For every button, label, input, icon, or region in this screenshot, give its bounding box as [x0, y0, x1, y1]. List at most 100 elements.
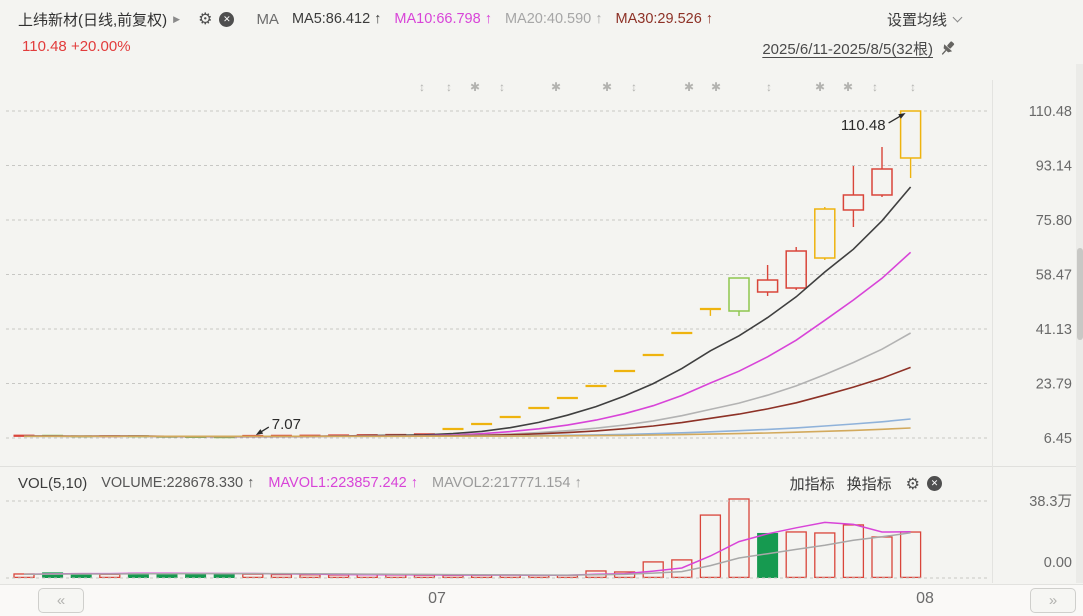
- vol-indicator-label: VOL(5,10): [18, 474, 88, 492]
- pan-left-button[interactable]: «: [38, 588, 84, 613]
- high-price-annotation: 110.48: [841, 117, 886, 134]
- ma-line-MA30: [24, 366, 911, 438]
- ma-settings-label: 设置均线: [886, 12, 947, 29]
- ma20-value: MA20:40.590 ↑: [504, 11, 603, 27]
- mavol2-value: MAVOL2:217771.154 ↑: [432, 475, 582, 491]
- vertical-scrollbar[interactable]: [1076, 64, 1083, 583]
- chevron-down-icon: [952, 12, 963, 23]
- star-event-marker-icon[interactable]: ✱: [550, 80, 562, 94]
- updown-event-marker-icon[interactable]: ↕: [446, 80, 452, 94]
- volume-bar[interactable]: [327, 574, 350, 579]
- candle[interactable]: [785, 250, 807, 289]
- volume-bar[interactable]: [814, 532, 836, 579]
- price-axis-tick: 93.14: [1036, 159, 1072, 175]
- pin-icon[interactable]: [938, 39, 957, 58]
- volume-axis-tick: 0.00: [1044, 555, 1072, 571]
- star-event-marker-icon[interactable]: ✱: [683, 80, 695, 94]
- star-event-marker-icon[interactable]: ✱: [814, 80, 826, 94]
- axis-separator: [992, 80, 993, 583]
- volume-settings-gear-icon[interactable]: ⚙: [905, 475, 920, 493]
- mavol-line-MAVOL2: [23, 532, 911, 576]
- chart-header: 上纬新材(日线,前复权) ▶ ⚙ ✕ MA MA5:86.412 ↑ MA10:…: [18, 8, 713, 30]
- ma30-value: MA30:29.526 ↑: [615, 11, 714, 27]
- updown-event-marker-icon[interactable]: ↕: [631, 80, 637, 94]
- updown-event-marker-icon[interactable]: ↕: [910, 80, 916, 94]
- annotation-arrow: [888, 115, 901, 124]
- price-change-readout: 110.48 +20.00%: [22, 38, 131, 58]
- volume-controls: 加指标 换指标 ⚙ ✕: [778, 473, 942, 494]
- volume-bar[interactable]: [156, 573, 178, 578]
- volume-bar[interactable]: [127, 572, 149, 578]
- volume-value: VOLUME:228678.330 ↑: [101, 475, 255, 491]
- price-axis-tick: 75.80: [1036, 213, 1072, 229]
- ma5-value: MA5:86.412 ↑: [291, 11, 382, 27]
- volume-bar[interactable]: [728, 498, 750, 579]
- updown-event-marker-icon[interactable]: ↕: [766, 80, 772, 94]
- switch-indicator-button[interactable]: 换指标: [846, 476, 892, 493]
- annotation-arrowhead: [898, 113, 906, 119]
- last-price: 110.48: [22, 38, 67, 55]
- updown-event-marker-icon[interactable]: ↕: [419, 80, 425, 94]
- price-axis-tick: 110.48: [1029, 104, 1072, 120]
- star-event-marker-icon[interactable]: ✱: [842, 80, 854, 94]
- mavol1-value: MAVOL1:223857.242 ↑: [268, 475, 419, 491]
- time-axis-bar: « » 07 08: [0, 584, 1083, 616]
- main-chart-canvas[interactable]: 110.48 93.14 75.80 58.47 41.13 23.79 6.45 7.07 1…: [0, 80, 1083, 466]
- candle[interactable]: [756, 279, 779, 293]
- ma-line-MA20: [24, 332, 911, 438]
- volume-bar[interactable]: [42, 572, 64, 578]
- candle[interactable]: [728, 277, 750, 312]
- volume-bar[interactable]: [185, 573, 207, 578]
- month-label-08: 08: [916, 590, 934, 607]
- star-event-marker-icon[interactable]: ✱: [469, 80, 481, 94]
- ma-settings-button[interactable]: 设置均线: [886, 9, 963, 30]
- indicator-close-icon[interactable]: ✕: [219, 11, 235, 27]
- star-event-marker-icon[interactable]: ✱: [710, 80, 722, 94]
- scrollbar-thumb[interactable]: [1076, 248, 1083, 340]
- volume-bar[interactable]: [99, 573, 121, 579]
- candle[interactable]: [814, 208, 836, 259]
- volume-close-icon[interactable]: ✕: [927, 476, 942, 491]
- updown-event-marker-icon[interactable]: ↕: [499, 80, 505, 94]
- pan-right-button[interactable]: »: [1030, 588, 1076, 613]
- volume-axis-tick: 38.3万: [1029, 494, 1072, 510]
- indicator-settings-gear-icon[interactable]: ⚙: [198, 11, 213, 28]
- candle[interactable]: [899, 110, 922, 159]
- volume-bar[interactable]: [842, 524, 865, 579]
- price-axis-tick: 58.47: [1036, 268, 1072, 284]
- add-indicator-button[interactable]: 加指标: [789, 476, 835, 493]
- volume-bar[interactable]: [699, 514, 722, 579]
- volume-bar[interactable]: [242, 573, 264, 579]
- volume-bar[interactable]: [299, 574, 321, 579]
- volume-bar[interactable]: [213, 573, 235, 578]
- date-range-control: 2025/6/11-2025/8/5(32根): [762, 38, 957, 59]
- change-percent: +20.00%: [70, 38, 131, 55]
- stock-title[interactable]: 上纬新材(日线,前复权): [18, 11, 168, 29]
- expand-caret-icon[interactable]: ▶: [173, 13, 181, 24]
- price-axis-tick: 41.13: [1036, 322, 1072, 338]
- updown-event-marker-icon[interactable]: ↕: [872, 80, 878, 94]
- annotation-arrow: [260, 426, 270, 433]
- star-event-marker-icon[interactable]: ✱: [601, 80, 613, 94]
- volume-bar[interactable]: [70, 572, 92, 578]
- volume-bar[interactable]: [871, 536, 893, 579]
- ma10-value: MA10:66.798 ↑: [394, 11, 492, 27]
- volume-bar[interactable]: [270, 573, 293, 579]
- date-range-link[interactable]: 2025/6/11-2025/8/5(32根): [762, 41, 933, 58]
- ma-line-MA250: [24, 427, 911, 438]
- volume-bar[interactable]: [899, 531, 922, 579]
- annotation-arrowhead: [255, 429, 264, 436]
- ma-group-label: MA: [256, 10, 279, 28]
- volume-chart-canvas[interactable]: 38.3万 0.00: [0, 470, 1083, 583]
- volume-header: VOL(5,10) VOLUME:228678.330 ↑ MAVOL1:223…: [18, 473, 582, 493]
- ma-line-MA5: [24, 186, 912, 438]
- price-axis-tick: 23.79: [1036, 377, 1072, 393]
- month-label-07: 07: [428, 590, 446, 607]
- candle[interactable]: [842, 194, 865, 211]
- price-axis-tick: 6.45: [1044, 431, 1072, 447]
- candle[interactable]: [871, 168, 893, 196]
- volume-bar[interactable]: [757, 532, 779, 578]
- volume-bar[interactable]: [785, 531, 807, 579]
- event-marker-row: ↕ ↕ ✱ ↕ ✱ ✱ ↕ ✱ ✱ ↕ ✱ ✱ ↕ ↕: [0, 80, 1083, 96]
